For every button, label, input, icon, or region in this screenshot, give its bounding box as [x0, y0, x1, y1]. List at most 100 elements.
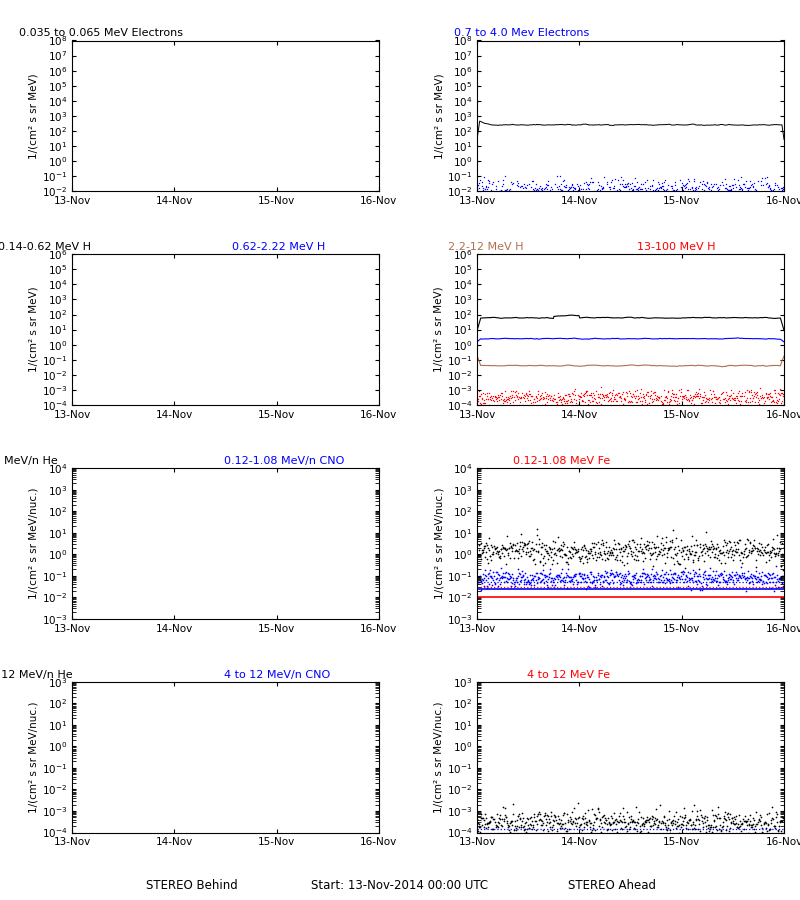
- Point: [544, 183, 557, 197]
- Point: [730, 572, 743, 587]
- Point: [680, 574, 693, 589]
- Point: [666, 575, 678, 590]
- Point: [538, 391, 550, 405]
- Point: [753, 572, 766, 586]
- Point: [598, 546, 610, 561]
- Point: [587, 570, 600, 584]
- Point: [567, 801, 580, 815]
- Point: [579, 571, 592, 585]
- Point: [682, 553, 694, 567]
- Point: [650, 552, 662, 566]
- Point: [650, 564, 663, 579]
- Point: [741, 186, 754, 201]
- Point: [703, 401, 716, 416]
- Point: [533, 814, 546, 828]
- Point: [638, 577, 650, 591]
- Point: [630, 818, 642, 832]
- Point: [777, 579, 790, 593]
- Point: [748, 569, 761, 583]
- Point: [532, 805, 545, 819]
- Point: [618, 819, 631, 833]
- Point: [542, 824, 554, 838]
- Point: [592, 387, 605, 401]
- Point: [770, 572, 783, 586]
- Point: [567, 192, 580, 206]
- Point: [733, 533, 746, 547]
- Point: [700, 544, 713, 558]
- Point: [560, 191, 573, 205]
- Point: [492, 573, 505, 588]
- Point: [626, 176, 638, 190]
- Point: [617, 540, 630, 554]
- Point: [717, 184, 730, 199]
- Point: [746, 571, 758, 585]
- Point: [485, 184, 498, 198]
- Point: [767, 532, 780, 546]
- Point: [722, 810, 734, 824]
- Point: [749, 569, 762, 583]
- Point: [704, 183, 717, 197]
- Point: [754, 543, 766, 557]
- Point: [490, 394, 503, 409]
- Point: [726, 565, 738, 580]
- Point: [616, 571, 629, 585]
- Point: [500, 556, 513, 571]
- Point: [593, 545, 606, 560]
- Point: [735, 816, 748, 831]
- Point: [735, 544, 748, 559]
- Point: [528, 392, 541, 406]
- Point: [581, 554, 594, 569]
- Point: [478, 189, 490, 203]
- Point: [642, 574, 654, 589]
- Point: [602, 575, 614, 590]
- Point: [755, 540, 768, 554]
- Point: [670, 183, 683, 197]
- Point: [714, 185, 727, 200]
- Point: [722, 183, 735, 197]
- Point: [602, 185, 614, 200]
- Point: [644, 819, 657, 833]
- Point: [586, 574, 598, 589]
- Point: [594, 576, 606, 590]
- Point: [499, 183, 512, 197]
- Point: [610, 387, 623, 401]
- Point: [703, 568, 716, 582]
- Point: [682, 572, 695, 587]
- Point: [660, 545, 673, 560]
- Point: [482, 571, 494, 585]
- Point: [687, 389, 700, 403]
- Point: [743, 575, 756, 590]
- Point: [492, 184, 505, 198]
- Point: [534, 818, 547, 832]
- Point: [623, 395, 636, 410]
- Point: [692, 551, 705, 565]
- Point: [676, 178, 689, 193]
- Point: [664, 389, 677, 403]
- Point: [518, 188, 530, 202]
- Point: [662, 383, 674, 398]
- Point: [521, 570, 534, 584]
- Point: [716, 545, 729, 560]
- Point: [600, 535, 613, 549]
- Point: [474, 548, 486, 562]
- Point: [567, 570, 580, 584]
- Point: [711, 807, 724, 822]
- Point: [771, 394, 784, 409]
- Point: [551, 809, 564, 824]
- Point: [673, 543, 686, 557]
- Point: [479, 820, 492, 834]
- Point: [493, 568, 506, 582]
- Point: [766, 571, 778, 585]
- Point: [742, 181, 755, 195]
- Point: [540, 578, 553, 592]
- Point: [692, 569, 705, 583]
- Point: [681, 393, 694, 408]
- Point: [751, 385, 764, 400]
- Point: [540, 573, 553, 588]
- Point: [712, 799, 725, 814]
- Point: [489, 545, 502, 560]
- Point: [709, 395, 722, 410]
- Point: [757, 826, 770, 841]
- Point: [726, 391, 738, 405]
- Point: [496, 546, 509, 561]
